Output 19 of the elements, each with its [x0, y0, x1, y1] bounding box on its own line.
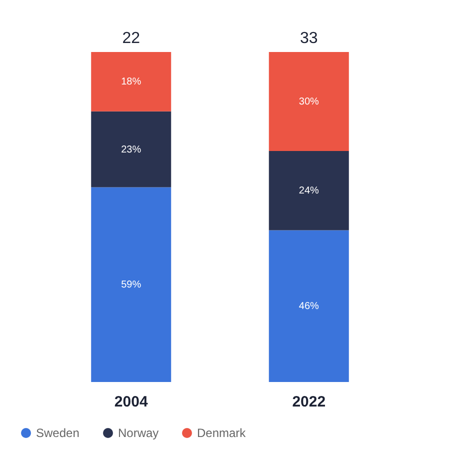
- bar: [91, 187, 172, 382]
- bar: [268, 52, 349, 151]
- data-label: 59%: [121, 280, 142, 291]
- legend-label: Denmark: [197, 426, 247, 440]
- x-tick-label: 2004: [114, 394, 148, 410]
- text: 33: [300, 30, 318, 47]
- x-tick-label: 2022: [292, 394, 326, 410]
- bar: [91, 111, 172, 188]
- data-label: 18%: [121, 76, 142, 88]
- bar: [268, 230, 349, 382]
- data-label: 30%: [298, 96, 320, 108]
- data-label: 23%: [121, 144, 142, 156]
- data-label: 24%: [298, 186, 320, 197]
- text: 22: [122, 30, 140, 47]
- data-label: 46%: [298, 301, 320, 312]
- legend-label: Norway: [118, 426, 159, 440]
- legend-label: Sweden: [36, 426, 80, 440]
- bar: [91, 52, 172, 112]
- bar: [268, 151, 349, 230]
